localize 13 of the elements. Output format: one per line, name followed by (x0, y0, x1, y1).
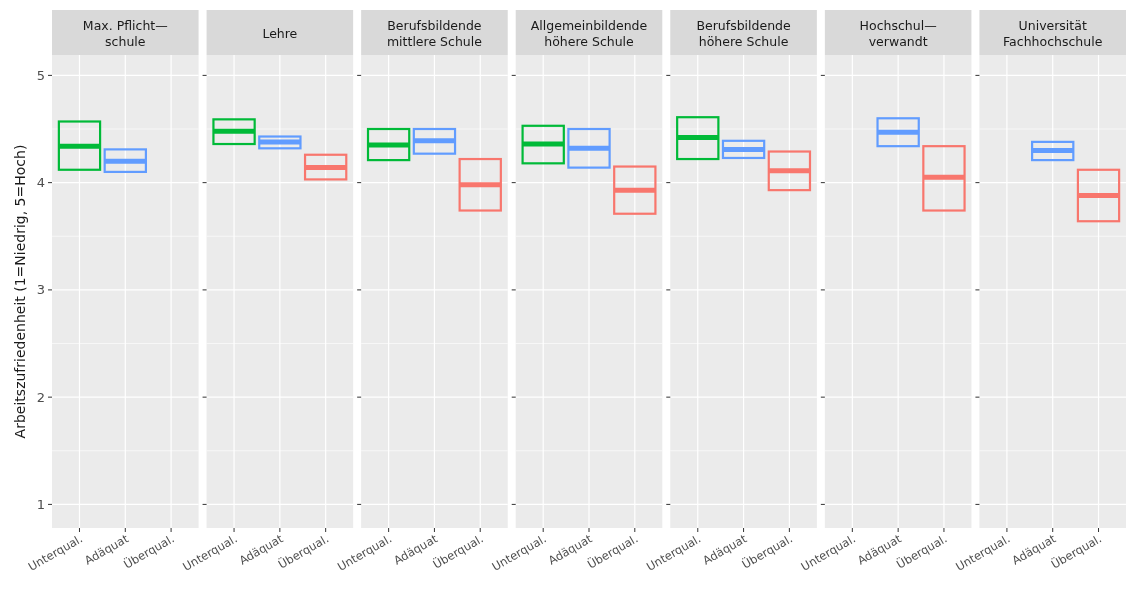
chart-title: Hochschul— verwandt (859, 17, 937, 49)
y-tick-label: 2 (36, 389, 45, 405)
chart-title: Allgemeinbildende höhere Schule (530, 17, 648, 49)
chart-title: Universität Fachhochschule (1003, 17, 1103, 49)
y-tick-label: 3 (36, 282, 45, 298)
y-tick-label: 4 (36, 175, 45, 191)
y-axis-title: Arbeitszufriedenheit (1=Niedrig, 5=Hoch) (12, 144, 28, 439)
chart-title: Berufsbildende höhere Schule (696, 17, 792, 49)
y-tick-label: 1 (36, 496, 45, 512)
chart-title: Lehre (262, 25, 298, 41)
y-tick-label: 5 (36, 67, 45, 83)
chart-title: Berufsbildende mittlere Schule (386, 17, 483, 49)
chart-title: Max. Pflicht— schule (82, 17, 168, 49)
